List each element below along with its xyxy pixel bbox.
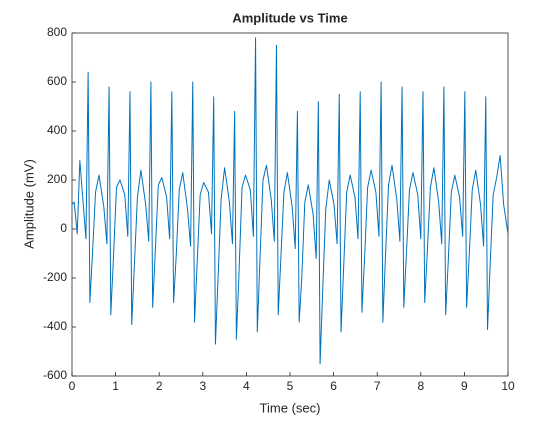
x-tick-label: 5: [287, 379, 294, 393]
y-tick-label: 0: [60, 221, 67, 235]
y-tick-label: 600: [47, 74, 67, 88]
x-tick-label: 4: [243, 379, 250, 393]
data-line: [71, 37, 509, 365]
y-tick-label: 200: [47, 172, 67, 186]
y-tick-label: -200: [43, 270, 67, 284]
y-tick-label: 400: [47, 123, 67, 137]
x-tick-label: 8: [417, 379, 424, 393]
x-tick-label: 2: [156, 379, 163, 393]
x-tick-label: 0: [69, 379, 76, 393]
x-tick-label: 10: [501, 379, 515, 393]
y-tick-label: -400: [43, 319, 67, 333]
y-axis-label: Amplitude (mV): [21, 159, 36, 249]
x-tick-label: 1: [112, 379, 119, 393]
x-axis-label: Time (sec): [260, 400, 321, 415]
x-tick-label: 9: [461, 379, 468, 393]
chart-title: Amplitude vs Time: [232, 10, 347, 25]
x-tick-label: 6: [330, 379, 337, 393]
y-tick-label: 800: [47, 25, 67, 39]
x-tick-label: 7: [374, 379, 381, 393]
plot-frame: [71, 32, 509, 377]
y-tick-label: -600: [43, 368, 67, 382]
x-tick-label: 3: [199, 379, 206, 393]
